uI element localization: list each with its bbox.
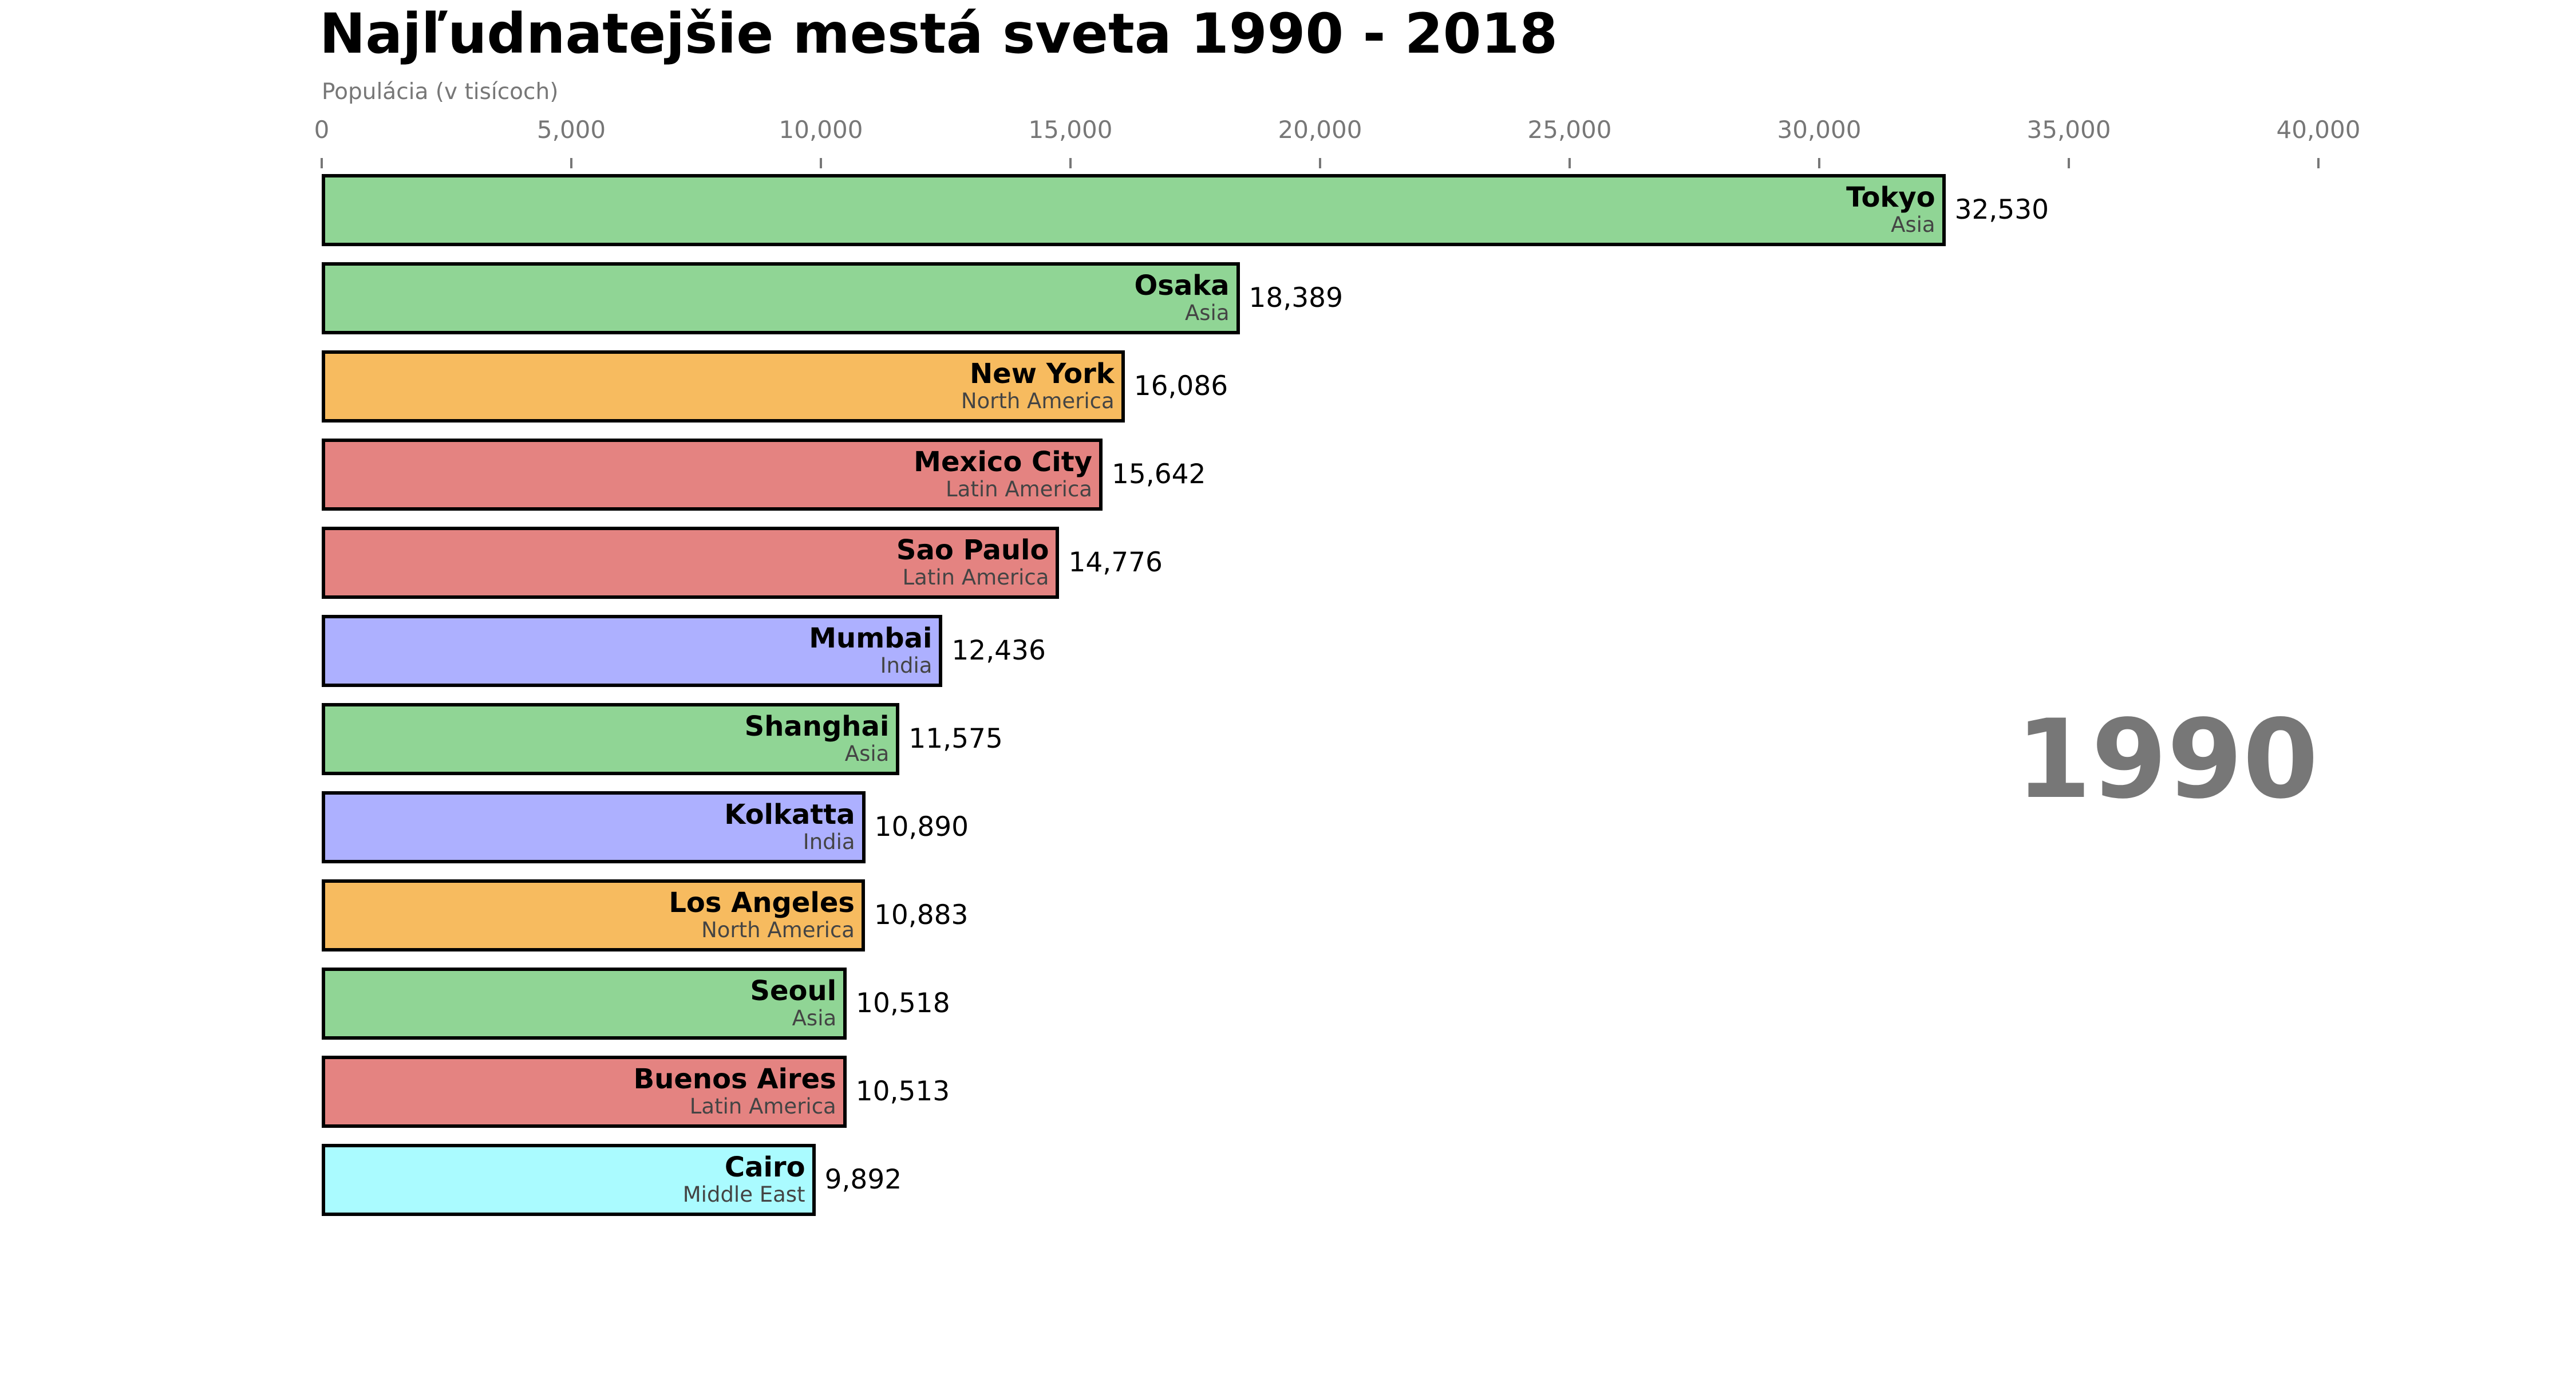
bar-osaka: Osaka Asia bbox=[322, 262, 1240, 334]
bar-sao-paulo: Sao Paulo Latin America bbox=[322, 527, 1060, 599]
bar-region-label: Latin America bbox=[946, 476, 1092, 502]
bar-region-label: Asia bbox=[1184, 300, 1230, 325]
bar-city-label: New York bbox=[969, 357, 1115, 390]
bar-city-label: Shanghai bbox=[744, 710, 890, 743]
bar-city-label: Buenos Aires bbox=[633, 1063, 836, 1095]
x-tick-mark bbox=[321, 158, 323, 168]
bar-mumbai: Mumbai India bbox=[322, 615, 943, 687]
bar-region-label: North America bbox=[961, 388, 1115, 413]
bar-seoul: Seoul Asia bbox=[322, 968, 847, 1040]
bar-city-label: Cairo bbox=[724, 1151, 805, 1183]
bar-city-label: Sao Paulo bbox=[896, 534, 1049, 566]
bar-region-label: Asia bbox=[1891, 212, 1935, 237]
bar-value-label: 16,086 bbox=[1133, 370, 1228, 402]
bar-value-label: 10,890 bbox=[874, 811, 969, 843]
bar-value-label: 15,642 bbox=[1111, 459, 1206, 490]
bar-cairo: Cairo Middle East bbox=[322, 1144, 816, 1216]
bar-city-label: Tokyo bbox=[1846, 181, 1935, 214]
year-annotation: 1990 bbox=[2016, 696, 2318, 823]
bar-value-label: 10,518 bbox=[856, 988, 950, 1019]
x-tick-label: 40,000 bbox=[2276, 116, 2361, 144]
bar-new-york: New York North America bbox=[322, 350, 1125, 423]
x-tick-label: 0 bbox=[314, 116, 330, 144]
x-tick-label: 20,000 bbox=[1278, 116, 1362, 144]
x-tick-mark bbox=[2317, 158, 2320, 168]
bar-value-label: 11,575 bbox=[908, 723, 1003, 755]
bar-region-label: Latin America bbox=[902, 564, 1049, 590]
bar-shanghai: Shanghai Asia bbox=[322, 703, 900, 775]
bar-city-label: Mumbai bbox=[809, 622, 933, 654]
bar-buenos-aires: Buenos Aires Latin America bbox=[322, 1056, 847, 1128]
bar-region-label: Latin America bbox=[689, 1093, 836, 1119]
chart-subtitle: Populácia (v tisícoch) bbox=[322, 79, 559, 105]
bar-value-label: 14,776 bbox=[1068, 547, 1163, 578]
x-tick-mark bbox=[1319, 158, 1321, 168]
bar-region-label: North America bbox=[701, 917, 855, 942]
bar-region-label: India bbox=[880, 653, 933, 678]
bar-city-label: Seoul bbox=[750, 974, 837, 1007]
x-tick-mark bbox=[2068, 158, 2070, 168]
x-tick-label: 15,000 bbox=[1028, 116, 1113, 144]
bar-region-label: India bbox=[803, 829, 855, 854]
x-tick-label: 10,000 bbox=[779, 116, 863, 144]
bar-city-label: Los Angeles bbox=[669, 886, 855, 919]
bar-value-label: 10,513 bbox=[855, 1076, 950, 1107]
bar-value-label: 32,530 bbox=[1954, 194, 2049, 226]
x-tick-mark bbox=[1818, 158, 1820, 168]
bar-tokyo: Tokyo Asia bbox=[322, 174, 1946, 246]
bar-value-label: 18,389 bbox=[1249, 282, 1343, 314]
x-tick-mark bbox=[570, 158, 572, 168]
bar-value-label: 10,883 bbox=[874, 899, 969, 931]
x-tick-label: 5,000 bbox=[536, 116, 606, 144]
x-tick-mark bbox=[820, 158, 822, 168]
bar-region-label: Asia bbox=[792, 1005, 837, 1030]
bar-region-label: Asia bbox=[844, 741, 890, 766]
x-tick-mark bbox=[1069, 158, 1072, 168]
bar-city-label: Osaka bbox=[1134, 269, 1230, 302]
x-tick-label: 35,000 bbox=[2026, 116, 2111, 144]
bar-mexico-city: Mexico City Latin America bbox=[322, 439, 1103, 511]
chart-title: Najľudnatejšie mestá sveta 1990 - 2018 bbox=[319, 2, 1558, 66]
bar-region-label: Middle East bbox=[682, 1182, 805, 1207]
x-tick-mark bbox=[1568, 158, 1571, 168]
bar-city-label: Mexico City bbox=[914, 445, 1092, 478]
bar-city-label: Kolkatta bbox=[724, 798, 855, 831]
bar-los-angeles: Los Angeles North America bbox=[322, 879, 865, 951]
bar-value-label: 12,436 bbox=[951, 635, 1046, 666]
x-tick-label: 30,000 bbox=[1777, 116, 1862, 144]
bar-value-label: 9,892 bbox=[824, 1164, 902, 1195]
bar-kolkatta: Kolkatta India bbox=[322, 791, 866, 863]
x-tick-label: 25,000 bbox=[1527, 116, 1612, 144]
